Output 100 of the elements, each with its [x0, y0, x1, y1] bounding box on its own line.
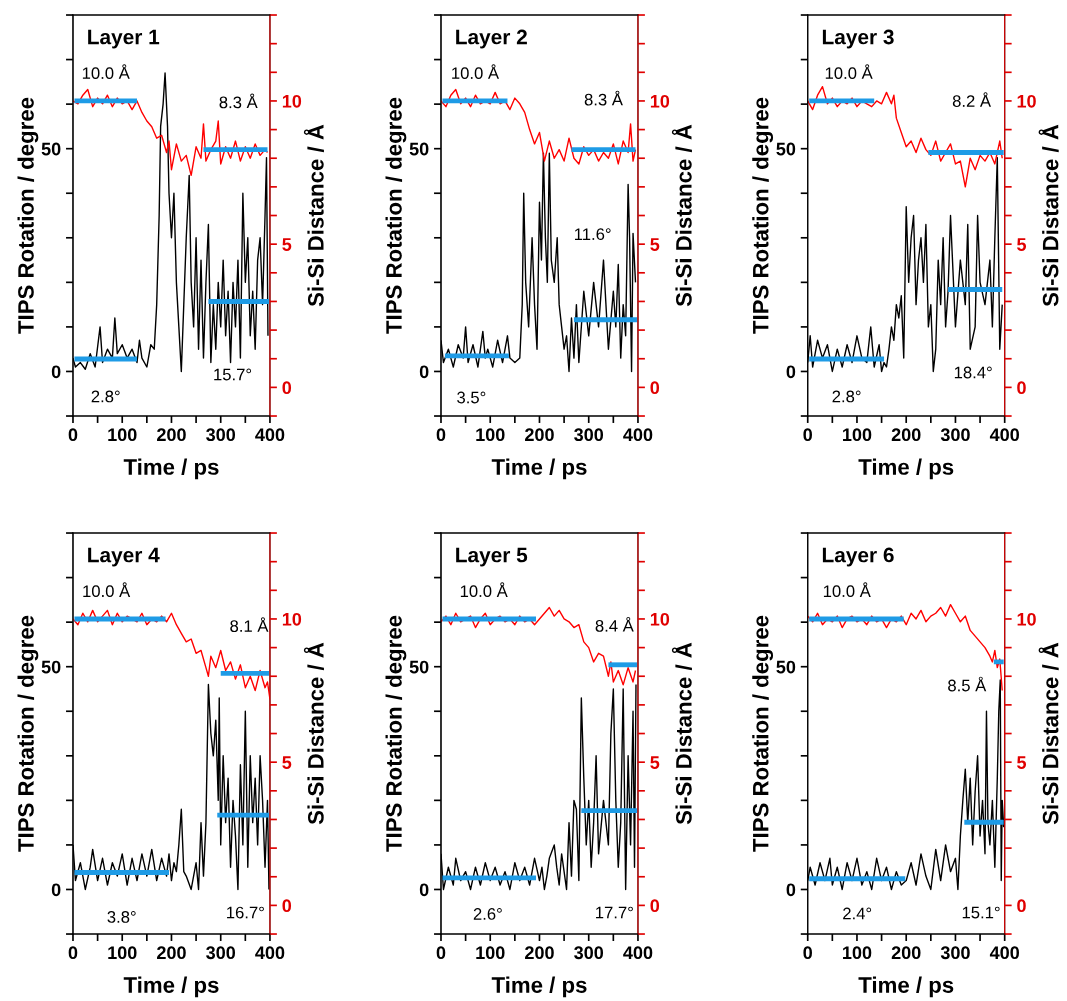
x-tick-label: 300	[940, 428, 970, 442]
y-axis-title: TIPS Rotation / degree	[752, 97, 774, 334]
y2-axis-title: Si-Si Distance / Å	[303, 642, 324, 825]
y-tick-label: 50	[776, 142, 796, 156]
y-axis-title: TIPS Rotation / degree	[385, 615, 407, 852]
text: Layer 4	[88, 547, 160, 567]
x-tick-label: 0	[803, 946, 812, 960]
y-tick-label: 0	[786, 365, 796, 379]
y2-tick-label: 0	[1017, 381, 1026, 395]
y-tick-label: 0	[51, 365, 61, 379]
x-tick-label: 0	[436, 946, 446, 960]
annotation: 15.1°	[962, 906, 1000, 919]
x-tick-label: 200	[157, 428, 186, 442]
x-tick-label: 100	[476, 428, 505, 442]
x-tick-label: 300	[206, 428, 236, 442]
x-tick-label: 400	[989, 946, 1020, 960]
y2-axis-title: Si-Si Distance / Å	[671, 642, 692, 825]
series-label: 10.0 Å	[83, 582, 131, 598]
line-series	[440, 88, 637, 165]
x-tick-label: 200	[525, 428, 554, 442]
series-label: 10.0 Å	[452, 64, 500, 80]
text: 8.1 Å	[230, 617, 269, 633]
x-axis-title: Time / ps	[858, 976, 954, 998]
x-axis-title: Time / ps	[123, 976, 219, 998]
y2-axis-title: Si-Si Distance / Å	[1038, 642, 1059, 825]
series-label: 2.6°	[473, 908, 502, 920]
line-series	[807, 603, 1003, 692]
y2-tick-label: 10	[1017, 612, 1036, 626]
y-tick-label: 0	[51, 883, 61, 897]
x-tick-label: 200	[891, 428, 921, 442]
x-tick-label: 0	[68, 428, 78, 442]
series-label: 8.5 Å	[948, 676, 987, 692]
series-label: 2.8°	[91, 390, 120, 403]
x-tick-label: 100	[843, 428, 872, 442]
x-tick-label: 400	[623, 946, 653, 960]
annotation: 16.7°	[227, 906, 264, 919]
y-tick-label: 0	[419, 365, 429, 379]
text: Layer 2	[456, 29, 527, 49]
annotation: 15.7°	[214, 368, 252, 381]
y2-tick-label: 0	[282, 381, 292, 395]
x-tick-label: 200	[891, 946, 921, 960]
y2-tick-label: 0	[650, 899, 660, 913]
text: Layer 5	[456, 547, 528, 567]
y2-tick-label: 5	[1017, 238, 1027, 251]
y-tick-label: 0	[786, 883, 796, 897]
y2-tick-label: 10	[282, 94, 302, 108]
x-tick-label: 200	[157, 946, 186, 960]
x-tick-label: 100	[476, 946, 505, 960]
y2-axis-title: Si-Si Distance / Å	[671, 124, 692, 307]
x-axis-title: Time / ps	[491, 458, 587, 480]
text: 8.2 Å	[952, 92, 992, 107]
y2-tick-label: 0	[282, 899, 292, 913]
text: 8.3 Å	[219, 93, 258, 109]
y2-tick-label: 10	[282, 612, 302, 626]
y2-axis-title: Si-Si Distance / Å	[303, 124, 324, 307]
y2-tick-label: 0	[650, 381, 660, 395]
x-tick-label: 400	[623, 428, 653, 442]
y2-tick-label: 5	[650, 238, 660, 251]
annotation: 17.7°	[596, 906, 633, 919]
text: 3.8°	[107, 911, 136, 923]
x-tick-label: 100	[108, 946, 137, 960]
y-tick-label: 50	[41, 142, 61, 156]
series-label: 2.4°	[843, 907, 872, 920]
y2-tick-label: 5	[650, 756, 660, 769]
y2-tick-label: 5	[282, 756, 292, 769]
text: 3.5°	[457, 391, 486, 404]
text: 8.3 Å	[584, 90, 623, 106]
x-tick-label: 0	[68, 946, 78, 960]
x-tick-label: 0	[803, 428, 812, 442]
x-tick-label: 200	[525, 946, 554, 960]
y2-tick-label: 10	[650, 94, 670, 108]
y-tick-label: 50	[409, 660, 429, 674]
y2-tick-label: 0	[1017, 899, 1026, 913]
x-tick-label: 400	[989, 428, 1020, 442]
series-label: 2.8°	[832, 390, 861, 403]
x-axis-title: Time / ps	[491, 976, 587, 998]
y2-tick-label: 5	[282, 238, 292, 251]
annotation: 11.6°	[574, 228, 611, 241]
series-label: 8.4 Å	[595, 617, 634, 632]
series-label: 10.0 Å	[823, 582, 871, 598]
y2-tick-label: 10	[1017, 94, 1036, 108]
line-series	[807, 85, 1003, 188]
x-tick-label: 400	[255, 946, 285, 960]
x-tick-label: 300	[574, 428, 604, 442]
series-label: 10.0 Å	[82, 64, 130, 80]
x-tick-label: 300	[940, 946, 970, 960]
y-axis-title: TIPS Rotation / degree	[17, 97, 39, 334]
text: Layer 1	[88, 29, 160, 49]
annotation: 18.4°	[954, 366, 992, 379]
y-tick-label: 50	[776, 660, 796, 674]
y-axis-title: TIPS Rotation / degree	[752, 615, 774, 852]
x-axis-title: Time / ps	[123, 458, 219, 480]
text: Layer 3	[822, 29, 894, 49]
y2-axis-title: Si-Si Distance / Å	[1038, 124, 1059, 307]
y2-tick-label: 10	[650, 612, 670, 626]
x-tick-label: 100	[108, 428, 137, 442]
y-axis-title: TIPS Rotation / degree	[385, 97, 407, 334]
series-label: 10.0 Å	[825, 64, 873, 80]
series-label: 10.0 Å	[460, 582, 508, 598]
x-axis-title: Time / ps	[858, 458, 954, 480]
